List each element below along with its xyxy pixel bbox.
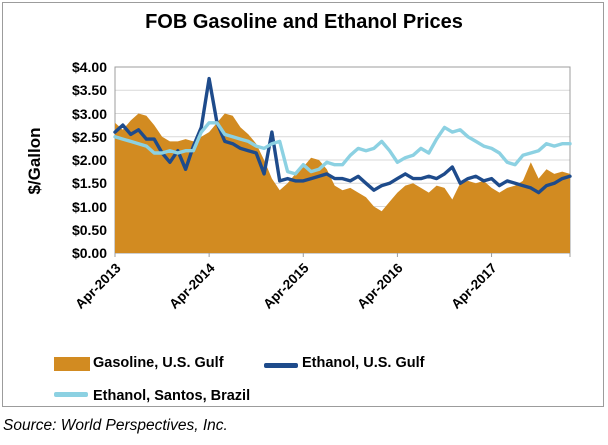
ethanol-brazil-line-series [113,121,572,176]
legend-label-ethanol-brazil: Ethanol, Santos, Brazil [93,388,251,404]
y-tick-label: $1.50 [71,175,107,191]
y-tick-label: $0.00 [71,245,107,261]
y-axis-title: $/Gallon [25,127,44,195]
y-tick-label: $3.00 [71,106,107,122]
legend-swatch-ethanol-brazil-line [54,392,88,397]
ethanol-us-line-series [113,76,572,195]
y-tick-label: $4.00 [71,59,107,75]
y-tick-label: $0.50 [71,222,107,238]
y-tick-label: $1.00 [71,199,107,215]
legend-label-ethanol-us: Ethanol, U.S. Gulf [302,355,425,371]
legend-swatch-gasoline-area [54,357,90,371]
gasoline-area-series [115,113,570,253]
chart-title: FOB Gasoline and Ethanol Prices [145,11,463,33]
source-credit: Source: World Perspectives, Inc. [3,417,228,434]
y-tick-label: $3.50 [71,82,107,98]
y-tick-label: $2.50 [71,129,107,145]
legend-swatch-ethanol-us-line [264,363,298,368]
legend-label-gasoline: Gasoline, U.S. Gulf [93,355,224,371]
y-tick-label: $2.00 [71,152,107,168]
